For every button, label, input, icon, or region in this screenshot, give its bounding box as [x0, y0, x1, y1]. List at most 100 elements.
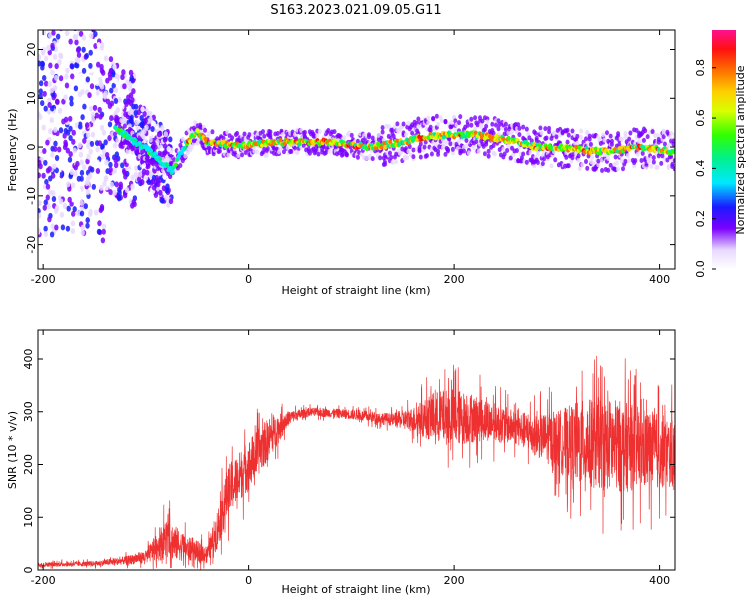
- spectrogram-cell: [100, 69, 106, 76]
- spectrogram-cell: [158, 189, 163, 196]
- spectrogram-cell: [64, 73, 69, 80]
- spectrogram-cell: [139, 114, 144, 121]
- spectrogram-cell: [76, 57, 81, 64]
- spectrogram-cell: [600, 168, 605, 174]
- spectrogram-cell: [66, 205, 71, 212]
- spectrogram-cell: [101, 148, 107, 155]
- spectrogram-cell: [46, 45, 51, 52]
- colorbar-tick-label: 0.0: [694, 260, 707, 278]
- spectrogram-cell: [38, 207, 41, 214]
- spectrogram-cell: [78, 7, 82, 13]
- spectrogram-cell: [75, 5, 79, 11]
- spectrogram-cell: [54, 6, 58, 12]
- spectrogram-cell: [450, 150, 455, 156]
- spectrogram-cell: [41, 172, 46, 179]
- spectrogram-cell: [49, 87, 54, 94]
- spectrogram-cell: [649, 163, 654, 169]
- spectrogram-cell: [471, 144, 476, 150]
- spectrogram-cell: [93, 43, 98, 50]
- spectrogram-cell: [148, 116, 153, 123]
- spectrogram-cell: [166, 145, 171, 152]
- spectrogram-xtick-label: 0: [245, 273, 252, 286]
- spectrogram-cell: [45, 183, 51, 190]
- spectrogram-cell: [38, 163, 43, 170]
- spectrogram-cell: [88, 105, 94, 112]
- spectrogram-cell: [84, 122, 90, 129]
- spectrogram-cell: [388, 139, 393, 145]
- spectrogram-cell: [221, 135, 226, 141]
- spectrogram-cell: [89, 83, 95, 90]
- spectrogram-cell: [104, 159, 109, 166]
- spectrogram-xlabel: Height of straight line (km): [281, 284, 430, 297]
- spectrogram-cell: [50, 223, 56, 230]
- spectrogram-cell: [426, 120, 431, 126]
- spectrogram-frame: [37, 29, 676, 270]
- spectrogram-cell: [616, 131, 621, 137]
- spectrogram-cell: [70, 227, 76, 234]
- spectrogram-cell: [107, 121, 113, 128]
- spectrogram-cell: [82, 22, 86, 28]
- spectrogram-cell: [199, 128, 204, 134]
- spectrogram-cell: [395, 138, 400, 144]
- spectrogram-cell: [524, 126, 529, 132]
- spectrogram-cell: [476, 148, 481, 154]
- spectrogram-cell: [50, 69, 55, 76]
- spectrogram-cell: [565, 139, 570, 145]
- spectrogram-cell: [639, 157, 644, 163]
- spectrogram-cell: [95, 89, 100, 96]
- snr-ytick-label: 300: [22, 401, 35, 422]
- spectrogram-cell: [46, 203, 51, 210]
- spectrogram-cell: [486, 148, 491, 154]
- spectrogram-cell: [49, 231, 55, 238]
- spectrogram-cell: [122, 192, 128, 199]
- spectrogram-cell: [51, 30, 56, 36]
- spectrogram-cell: [42, 147, 47, 154]
- spectrogram-cell: [533, 130, 538, 136]
- spectrogram-cell: [359, 152, 364, 158]
- spectrogram-cell: [71, 129, 76, 136]
- spectrogram-cell: [41, 74, 47, 81]
- spectrogram-cell: [627, 158, 632, 164]
- spectrogram-cell: [344, 152, 349, 158]
- spectrogram-cell: [78, 151, 84, 158]
- spectrogram-cell: [566, 163, 571, 169]
- spectrogram-cell: [444, 139, 449, 145]
- spectrogram-cell: [47, 166, 52, 173]
- spectrogram-marks: [38, 5, 675, 244]
- spectrogram-cell: [453, 118, 458, 124]
- spectrogram-cell: [643, 128, 648, 134]
- spectrogram-cell: [75, 160, 80, 167]
- spectrogram-cell: [580, 162, 585, 168]
- spectrogram-cell: [38, 60, 42, 67]
- spectrogram-cell: [667, 134, 672, 140]
- spectrogram-cell: [63, 116, 69, 123]
- spectrogram-cell: [542, 156, 547, 162]
- spectrogram-cell: [113, 157, 119, 164]
- spectrogram-cell: [168, 136, 173, 143]
- colorbar-tick-label: 0.8: [694, 59, 707, 77]
- spectrogram-cell: [591, 161, 596, 167]
- spectrogram-cell: [407, 144, 412, 150]
- spectrogram-cell: [58, 52, 63, 59]
- spectrogram-cell: [50, 172, 56, 179]
- spectrogram-cell: [616, 166, 621, 172]
- spectrogram-cell: [579, 134, 584, 140]
- spectrogram-cell: [88, 148, 93, 155]
- spectrogram-cell: [104, 151, 110, 158]
- spectrogram-cell: [38, 212, 42, 219]
- spectrogram-cell: [81, 34, 87, 41]
- spectrogram-cell: [326, 128, 331, 134]
- spectrogram-cell: [70, 13, 74, 19]
- spectrogram-cell: [170, 169, 175, 174]
- spectrogram-cell: [614, 160, 619, 166]
- spectrogram-cell: [671, 138, 675, 144]
- spectrogram-cell: [342, 135, 347, 141]
- spectrogram-cell: [469, 116, 474, 122]
- spectrogram-cell: [242, 131, 247, 137]
- spectrogram-cell: [196, 129, 201, 134]
- spectrogram-cell: [383, 145, 388, 150]
- spectrogram-cell: [540, 161, 545, 167]
- spectrogram-cell: [79, 159, 84, 166]
- snr-ytick-label: 200: [22, 454, 35, 475]
- spectrogram-cell: [85, 158, 90, 165]
